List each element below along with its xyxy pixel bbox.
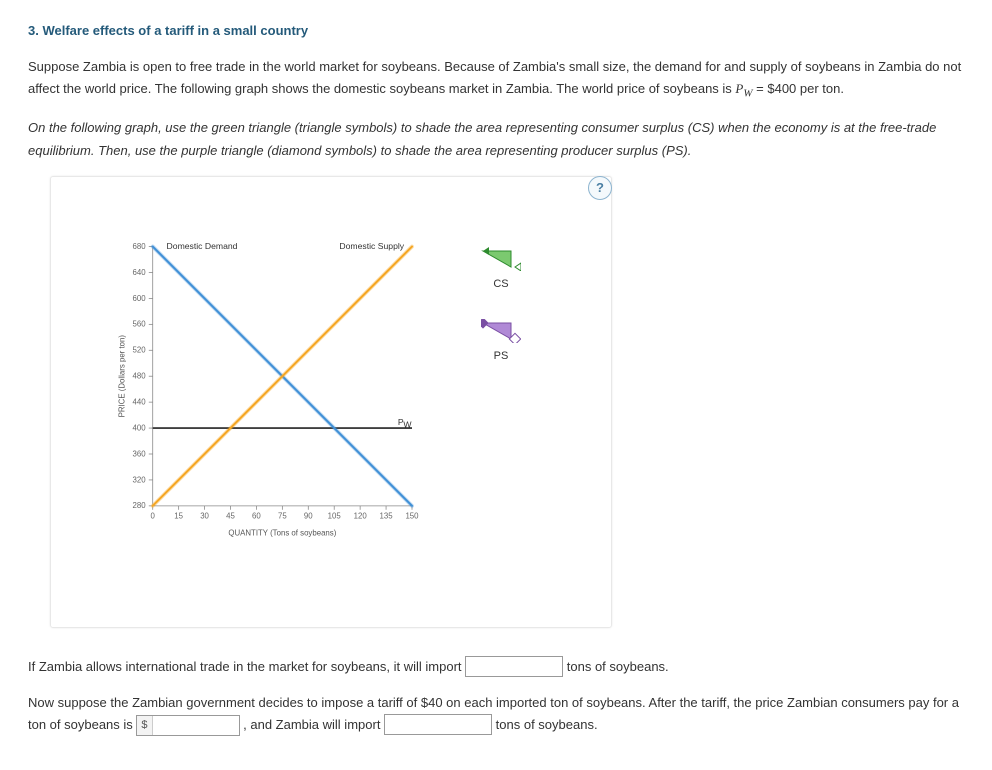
svg-text:520: 520 [133,345,147,354]
help-button[interactable]: ? [588,176,612,200]
svg-text:280: 280 [133,501,147,510]
q2-text-b: , and Zambia will import [243,717,384,732]
svg-text:45: 45 [226,511,235,520]
svg-text:150: 150 [405,511,419,520]
q2-price-input-wrap: $ [136,715,239,736]
svg-text:PRICE (Dollars per ton): PRICE (Dollars per ton) [117,334,126,417]
svg-text:440: 440 [133,397,147,406]
chart-svg[interactable]: 280 320 360 400 440 480 520 560 600 640 680 0 15 30 4… [115,223,445,553]
cs-triangle-icon [481,247,521,271]
dollar-icon: $ [137,716,152,735]
question-title: 3. Welfare effects of a tariff in a smal… [28,20,964,42]
legend: CS PS [481,247,521,366]
svg-text:360: 360 [133,449,147,458]
question-2: Now suppose the Zambian government decid… [28,692,964,736]
q2-price-input[interactable] [153,717,239,734]
pw-sub: W [743,88,752,100]
q1-text-a: If Zambia allows international trade in … [28,659,465,674]
legend-ps-label: PS [494,347,509,366]
svg-text:30: 30 [200,511,209,520]
legend-ps-tool[interactable]: PS [481,319,521,366]
svg-text:320: 320 [133,475,147,484]
svg-text:120: 120 [354,511,368,520]
legend-cs-label: CS [493,275,508,294]
ps-triangle-icon [481,319,521,343]
svg-text:105: 105 [328,511,342,520]
svg-text:680: 680 [133,242,147,251]
svg-text:Domestic Demand: Domestic Demand [167,241,238,251]
svg-text:15: 15 [174,511,183,520]
paragraph-2-instructions: On the following graph, use the green tr… [28,117,964,161]
graph-container: ? 280 320 360 400 440 480 520 560 600 640 680 0 15 3… [50,176,612,628]
svg-text:135: 135 [380,511,394,520]
svg-text:600: 600 [133,293,147,302]
svg-text:90: 90 [304,511,313,520]
svg-text:QUANTITY (Tons of soybeans): QUANTITY (Tons of soybeans) [228,528,336,537]
svg-text:Domestic Supply: Domestic Supply [339,241,404,251]
svg-text:560: 560 [133,319,147,328]
q2-text-c: tons of soybeans. [496,717,598,732]
paragraph-1: Suppose Zambia is open to free trade in … [28,56,964,103]
legend-cs-tool[interactable]: CS [481,247,521,294]
svg-text:60: 60 [252,511,261,520]
svg-text:400: 400 [133,423,147,432]
svg-text:75: 75 [278,511,287,520]
svg-text:0: 0 [151,511,156,520]
question-1: If Zambia allows international trade in … [28,656,964,678]
para1-text-b: = $400 per ton. [753,81,844,96]
q1-import-input[interactable] [465,656,563,677]
q1-text-b: tons of soybeans. [567,659,669,674]
svg-text:640: 640 [133,268,147,277]
svg-text:480: 480 [133,371,147,380]
svg-text:W: W [403,419,412,429]
q2-import-input[interactable] [384,714,492,735]
